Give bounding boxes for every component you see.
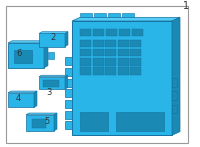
Bar <box>130 58 141 66</box>
Bar <box>93 29 104 36</box>
Bar <box>172 78 177 87</box>
Bar <box>94 13 106 17</box>
Bar <box>93 49 104 56</box>
Bar <box>65 89 72 97</box>
Text: 5: 5 <box>44 117 50 126</box>
Bar <box>172 91 177 100</box>
Polygon shape <box>65 32 68 47</box>
Bar <box>93 40 104 47</box>
Text: 3: 3 <box>46 88 52 97</box>
Polygon shape <box>72 21 172 135</box>
Polygon shape <box>39 77 65 89</box>
Polygon shape <box>172 17 180 135</box>
Polygon shape <box>26 113 57 115</box>
Bar <box>80 29 91 36</box>
Bar <box>14 50 32 64</box>
Polygon shape <box>54 113 57 131</box>
Bar <box>48 52 54 59</box>
Polygon shape <box>8 91 37 93</box>
Bar <box>65 100 72 108</box>
Bar <box>118 40 129 47</box>
Bar <box>119 29 130 36</box>
Polygon shape <box>26 115 54 131</box>
Bar <box>105 49 116 56</box>
Bar <box>105 58 116 66</box>
Text: 4: 4 <box>15 94 21 103</box>
Bar <box>122 13 134 17</box>
Bar <box>118 58 129 66</box>
Polygon shape <box>8 41 48 43</box>
Bar <box>118 49 129 56</box>
Bar <box>65 121 72 129</box>
Text: 2: 2 <box>50 33 56 42</box>
Polygon shape <box>34 91 37 107</box>
Polygon shape <box>65 75 68 89</box>
Bar <box>80 112 108 131</box>
Bar <box>106 29 117 36</box>
Polygon shape <box>72 17 180 21</box>
Bar <box>172 105 177 113</box>
Bar <box>105 40 116 47</box>
Bar <box>65 57 72 65</box>
Bar <box>80 67 91 75</box>
Text: 1: 1 <box>183 1 189 11</box>
Bar <box>116 112 164 131</box>
Bar <box>32 119 46 128</box>
Polygon shape <box>39 32 68 33</box>
Bar <box>130 67 141 75</box>
Bar <box>105 67 116 75</box>
Bar <box>130 49 141 56</box>
Bar <box>80 40 91 47</box>
Bar <box>130 40 141 47</box>
Bar <box>65 111 72 119</box>
Bar <box>93 67 104 75</box>
Bar <box>65 68 72 76</box>
Bar <box>65 79 72 87</box>
Bar <box>108 13 120 17</box>
Bar <box>93 58 104 66</box>
Polygon shape <box>8 43 44 68</box>
Bar <box>132 29 143 36</box>
Bar <box>80 58 91 66</box>
Bar <box>80 49 91 56</box>
Polygon shape <box>44 41 48 68</box>
Text: 6: 6 <box>16 49 22 59</box>
Polygon shape <box>39 33 65 47</box>
Bar <box>43 80 59 87</box>
Bar <box>118 67 129 75</box>
Polygon shape <box>39 75 68 77</box>
Bar <box>80 13 92 17</box>
Polygon shape <box>8 93 34 107</box>
